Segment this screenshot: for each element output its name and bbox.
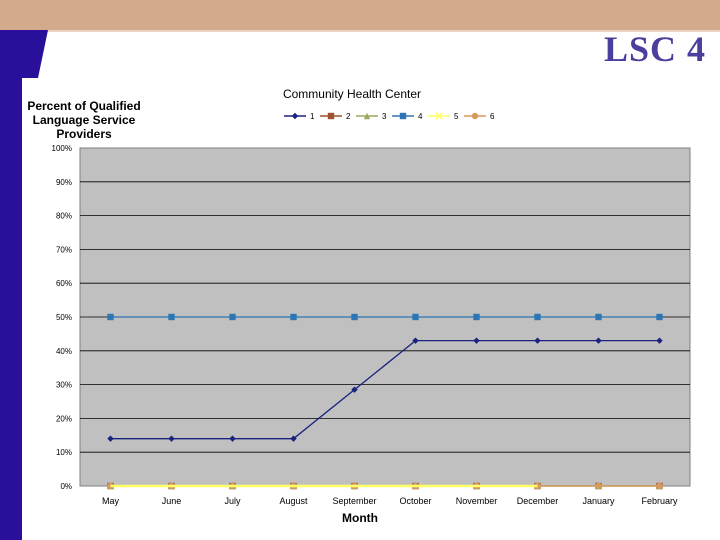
data-point-series-4	[229, 313, 236, 321]
legend-marker-series-3	[363, 112, 371, 120]
y-axis-title-line: Percent of Qualified	[27, 99, 140, 113]
data-point-series-1	[595, 337, 602, 344]
data-point-series-4	[473, 313, 480, 321]
chart-title: Community Health Center	[283, 87, 421, 101]
y-axis-title-line: Language Service	[33, 113, 136, 127]
x-axis-title: Month	[342, 511, 378, 525]
x-tick-label: December	[517, 496, 559, 506]
left-accent-bar	[0, 30, 48, 540]
x-tick-label: November	[456, 496, 498, 506]
data-point-series-1	[656, 337, 663, 344]
data-point-series-1	[290, 435, 297, 442]
legend-label-series-3: 3	[382, 112, 387, 121]
data-point-series-6	[656, 482, 663, 490]
y-tick-label: 40%	[56, 347, 72, 356]
y-tick-label: 0%	[60, 482, 72, 491]
data-point-series-6	[595, 482, 602, 490]
slide-title: LSC 4	[603, 29, 706, 69]
data-point-series-1	[351, 386, 358, 393]
data-point-series-1	[473, 337, 480, 344]
legend-marker-series-1	[291, 112, 299, 120]
data-point-series-4	[351, 313, 358, 321]
legend-label-series-5: 5	[454, 112, 459, 121]
y-tick-label: 50%	[56, 313, 72, 322]
top-color-band	[0, 0, 720, 30]
y-axis-title-line: Providers	[56, 127, 112, 141]
data-point-series-4	[168, 313, 175, 321]
x-tick-label: June	[162, 496, 182, 506]
legend-label-series-1: 1	[310, 112, 315, 121]
y-tick-label: 60%	[56, 279, 72, 288]
data-point-series-1	[107, 435, 114, 442]
data-point-series-4	[534, 313, 541, 321]
line-chart: Community Health Center Percent of Qualif…	[27, 87, 691, 525]
x-tick-label: February	[641, 496, 678, 506]
y-tick-label: 100%	[52, 144, 72, 153]
top-band-shadow	[0, 30, 720, 32]
legend-label-series-4: 4	[418, 112, 423, 121]
legend-marker-series-2	[327, 112, 335, 120]
legend-label-series-2: 2	[346, 112, 351, 121]
data-point-series-4	[107, 313, 114, 321]
data-point-series-1	[412, 337, 419, 344]
x-tick-label: September	[332, 496, 376, 506]
y-tick-label: 30%	[56, 381, 72, 390]
x-tick-label: August	[279, 496, 308, 506]
data-point-series-1	[229, 435, 236, 442]
x-tick-label: July	[224, 496, 241, 506]
series-line-1	[110, 340, 660, 440]
y-tick-label: 20%	[56, 414, 72, 423]
data-point-series-4	[595, 313, 602, 321]
y-tick-label: 70%	[56, 245, 72, 254]
x-tick-label: October	[399, 496, 431, 506]
y-tick-label: 80%	[56, 212, 72, 221]
legend-marker-series-6	[471, 112, 479, 120]
data-point-series-4	[412, 313, 419, 321]
y-tick-label: 10%	[56, 448, 72, 457]
data-point-series-1	[534, 337, 541, 344]
legend-marker-series-5	[435, 112, 443, 120]
legend-label-series-6: 6	[490, 112, 495, 121]
x-tick-label: January	[582, 496, 615, 506]
data-point-series-4	[656, 313, 663, 321]
data-point-series-1	[168, 435, 175, 442]
chart-panel: Community Health Center Percent of Qualif…	[22, 80, 700, 530]
y-tick-label: 90%	[56, 178, 72, 187]
legend-marker-series-4	[399, 112, 407, 120]
x-tick-label: May	[102, 496, 120, 506]
data-point-series-4	[290, 313, 297, 321]
